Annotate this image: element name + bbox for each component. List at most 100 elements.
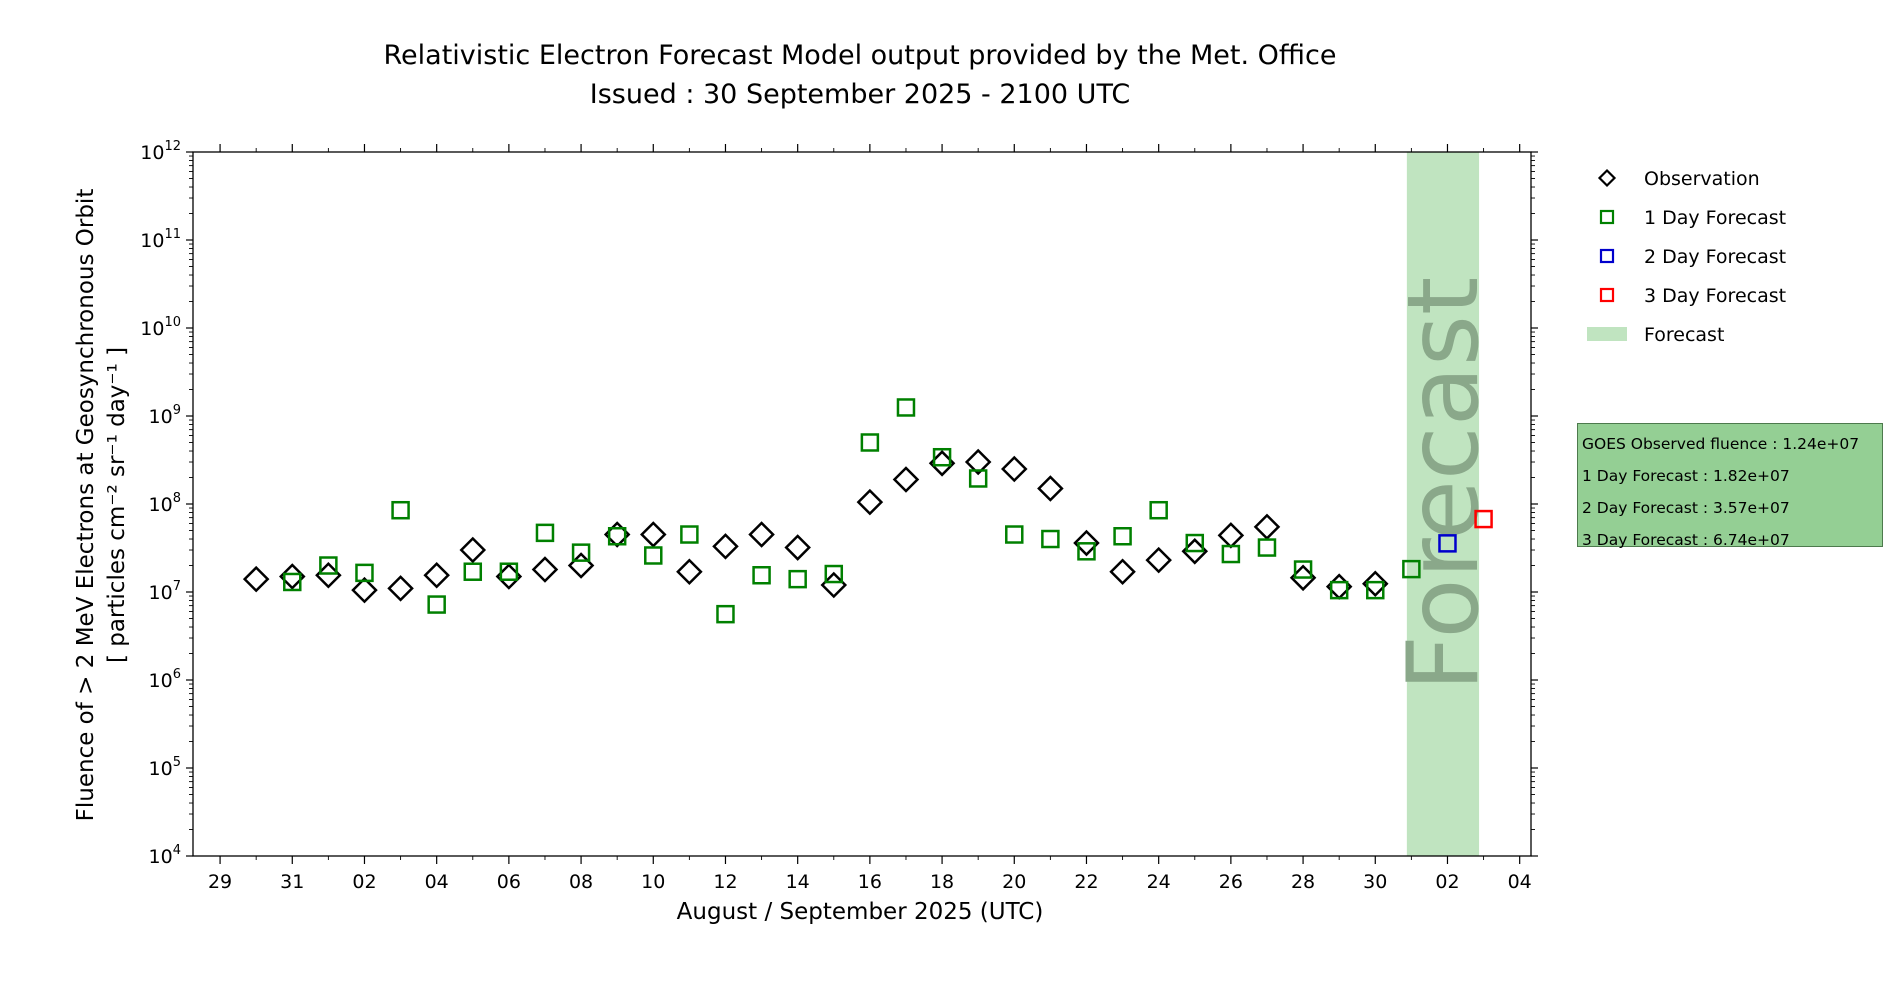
x-tick-label: 12 (713, 871, 737, 893)
x-tick-label: 28 (1291, 871, 1315, 893)
data-point (788, 569, 807, 589)
data-point (860, 433, 880, 452)
data-point (535, 523, 555, 543)
x-tick-label: 22 (1074, 871, 1098, 893)
legend-label: 1 Day Forecast (1644, 207, 1786, 229)
x-tick-label: 31 (280, 871, 304, 893)
data-point (752, 566, 771, 585)
y-tick-label: 1011 (140, 227, 181, 252)
x-tick-label: 02 (1435, 871, 1459, 893)
y-axis-label-line2: [ particles cm⁻² sr⁻¹ day⁻¹ ] (104, 347, 130, 663)
chart-title-line1: Relativistic Electron Forecast Model out… (384, 40, 1337, 71)
x-tick-label: 30 (1363, 871, 1387, 893)
data-point (351, 576, 378, 604)
data-point (607, 527, 627, 546)
data-point (896, 398, 916, 417)
data-point (640, 521, 667, 548)
summary-3day: 3 Day Forecast : 6.74e+07 (1582, 531, 1790, 549)
data-point (932, 447, 952, 467)
legend-label: 2 Day Forecast (1644, 246, 1786, 268)
data-point (1109, 558, 1136, 585)
summary-1day: 1 Day Forecast : 1.82e+07 (1582, 467, 1790, 485)
data-point (892, 466, 920, 493)
data-point (531, 556, 559, 583)
x-tick-label: 06 (497, 871, 521, 893)
data-point (712, 533, 739, 560)
data-point (1257, 538, 1277, 557)
data-point (571, 543, 591, 562)
data-point (1402, 559, 1421, 579)
data-point (968, 469, 988, 488)
data-point (459, 536, 487, 564)
forecast-span (1406, 152, 1480, 856)
y-axis-label-line1: Fluence of > 2 MeV Electrons at Geosynch… (73, 189, 99, 822)
data-point (387, 575, 414, 602)
data-point (824, 564, 844, 584)
forecast-span-label: Forecast (1387, 277, 1501, 692)
data-point (427, 595, 446, 614)
data-point (1366, 580, 1385, 600)
y-tick-label: 105 (149, 755, 181, 780)
x-tick-label: 26 (1219, 871, 1243, 893)
data-point (784, 534, 811, 561)
data-point (1253, 513, 1281, 541)
y-tick-label: 1012 (140, 139, 181, 164)
data-point (463, 562, 483, 581)
series-2 (1438, 534, 1457, 553)
legend-marker (1599, 248, 1615, 264)
data-point (1113, 527, 1132, 546)
x-tick-label: 20 (1002, 871, 1026, 893)
x-tick-label: 18 (930, 871, 954, 893)
data-point (1041, 529, 1060, 549)
fluence-summary-box: GOES Observed fluence : 1.24e+07 1 Day F… (1577, 423, 1883, 549)
data-point (319, 556, 338, 575)
chart-title-line2: Issued : 30 September 2025 - 2100 UTC (590, 79, 1130, 110)
x-tick-label: 02 (352, 871, 376, 893)
legend-label: Observation (1644, 168, 1760, 190)
data-point (242, 565, 270, 593)
series-1 (283, 398, 1421, 624)
data-point (680, 525, 699, 544)
data-point (1329, 580, 1349, 600)
x-tick-label: 16 (858, 871, 882, 893)
legend-label: 3 Day Forecast (1644, 285, 1786, 307)
data-point (1145, 546, 1172, 574)
series-0 (242, 448, 1389, 604)
data-point (1037, 475, 1064, 502)
legend-marker (1597, 168, 1617, 188)
data-point (423, 561, 450, 589)
summary-2day: 2 Day Forecast : 3.57e+07 (1582, 499, 1790, 517)
data-point (391, 500, 410, 520)
data-point (676, 558, 703, 585)
y-tick-label: 1010 (140, 315, 181, 340)
data-point (283, 572, 302, 592)
data-point (644, 546, 663, 565)
series-3 (1474, 509, 1493, 529)
legend-label: Forecast (1644, 324, 1724, 346)
x-tick-label: 29 (208, 871, 232, 893)
y-tick-label: 108 (149, 491, 181, 516)
y-tick-label: 109 (149, 403, 181, 428)
y-tick-label: 106 (149, 667, 181, 692)
x-tick-label: 14 (786, 871, 810, 893)
data-point (1001, 455, 1028, 483)
x-tick-label: 04 (1508, 871, 1532, 893)
legend: Observation 1 Day Forecast 2 Day Forecast 3… (1587, 168, 1786, 346)
data-point (1077, 542, 1096, 561)
data-point (279, 563, 306, 590)
plot-area: Forecast 104 105 106 107 108 109 1010 1011 1012 29… (140, 139, 1538, 893)
data-point (716, 604, 735, 624)
data-point (748, 521, 775, 548)
y-tick-label: 107 (149, 579, 181, 604)
data-point (1221, 544, 1241, 564)
x-tick-label: 24 (1147, 871, 1171, 893)
data-point (1073, 529, 1100, 557)
y-tick-label: 104 (149, 843, 181, 868)
x-axis-label: August / September 2025 (UTC) (677, 899, 1044, 925)
data-point (856, 488, 884, 516)
data-point (1362, 570, 1389, 598)
data-point (1005, 525, 1024, 544)
data-point (1185, 533, 1205, 553)
x-tick-label: 04 (425, 871, 449, 893)
